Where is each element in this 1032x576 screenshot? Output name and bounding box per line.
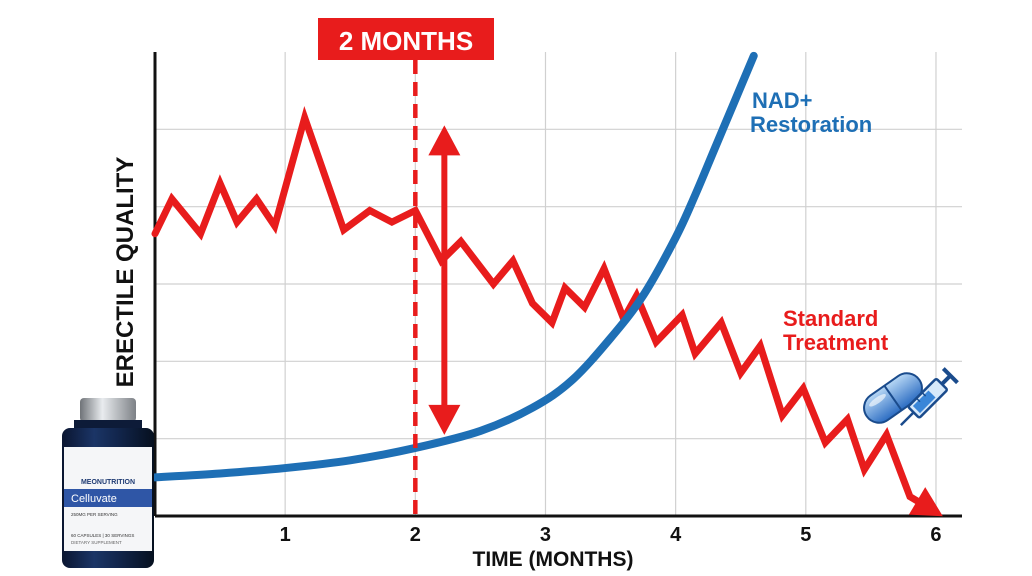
double-arrow-top-head <box>428 125 461 156</box>
x-tick-label: 6 <box>930 524 941 546</box>
standard-treatment-line <box>151 105 940 516</box>
bottle-type: DIETARY SUPPLEMENT <box>71 540 122 545</box>
bottle-icon: MEONUTRITION Celluvate 250MG PER SERVING… <box>62 398 154 568</box>
x-tick-label: 4 <box>670 524 682 546</box>
nad-label-line2: Restoration <box>750 112 872 137</box>
decline-double-arrow <box>428 125 461 435</box>
syringe-icon <box>900 367 959 426</box>
bottle-count: 60 CAPSULES | 30 SERVINGS <box>71 533 134 538</box>
nad-label-line1: NAD+ <box>752 88 813 113</box>
double-arrow-bottom-head <box>428 404 461 435</box>
standard-label-line1: Standard <box>783 306 878 331</box>
x-tick-label: 1 <box>280 524 291 546</box>
x-ticks: 1 2 3 4 5 6 <box>280 524 942 546</box>
y-axis-label: ERECTILE QUALITY <box>112 157 139 388</box>
x-axis-label: TIME (MONTHS) <box>473 548 634 571</box>
x-tick-label: 2 <box>410 524 421 546</box>
bottle-product-name: Celluvate <box>71 493 117 505</box>
x-tick-label: 3 <box>540 524 551 546</box>
series-layer <box>151 51 943 517</box>
x-tick-label: 5 <box>800 524 811 546</box>
axes <box>153 52 962 518</box>
two-months-badge-text: 2 MONTHS <box>339 26 473 56</box>
grid <box>155 52 962 516</box>
two-months-badge <box>318 18 494 60</box>
standard-label-line2: Treatment <box>783 330 889 355</box>
bottle-serving: 250MG PER SERVING <box>71 512 118 517</box>
standard-treatment-arrowhead <box>908 487 943 517</box>
nad-restoration-line <box>151 51 758 482</box>
bottle-brand: MEONUTRITION <box>81 479 135 486</box>
pill-icon <box>863 372 923 424</box>
